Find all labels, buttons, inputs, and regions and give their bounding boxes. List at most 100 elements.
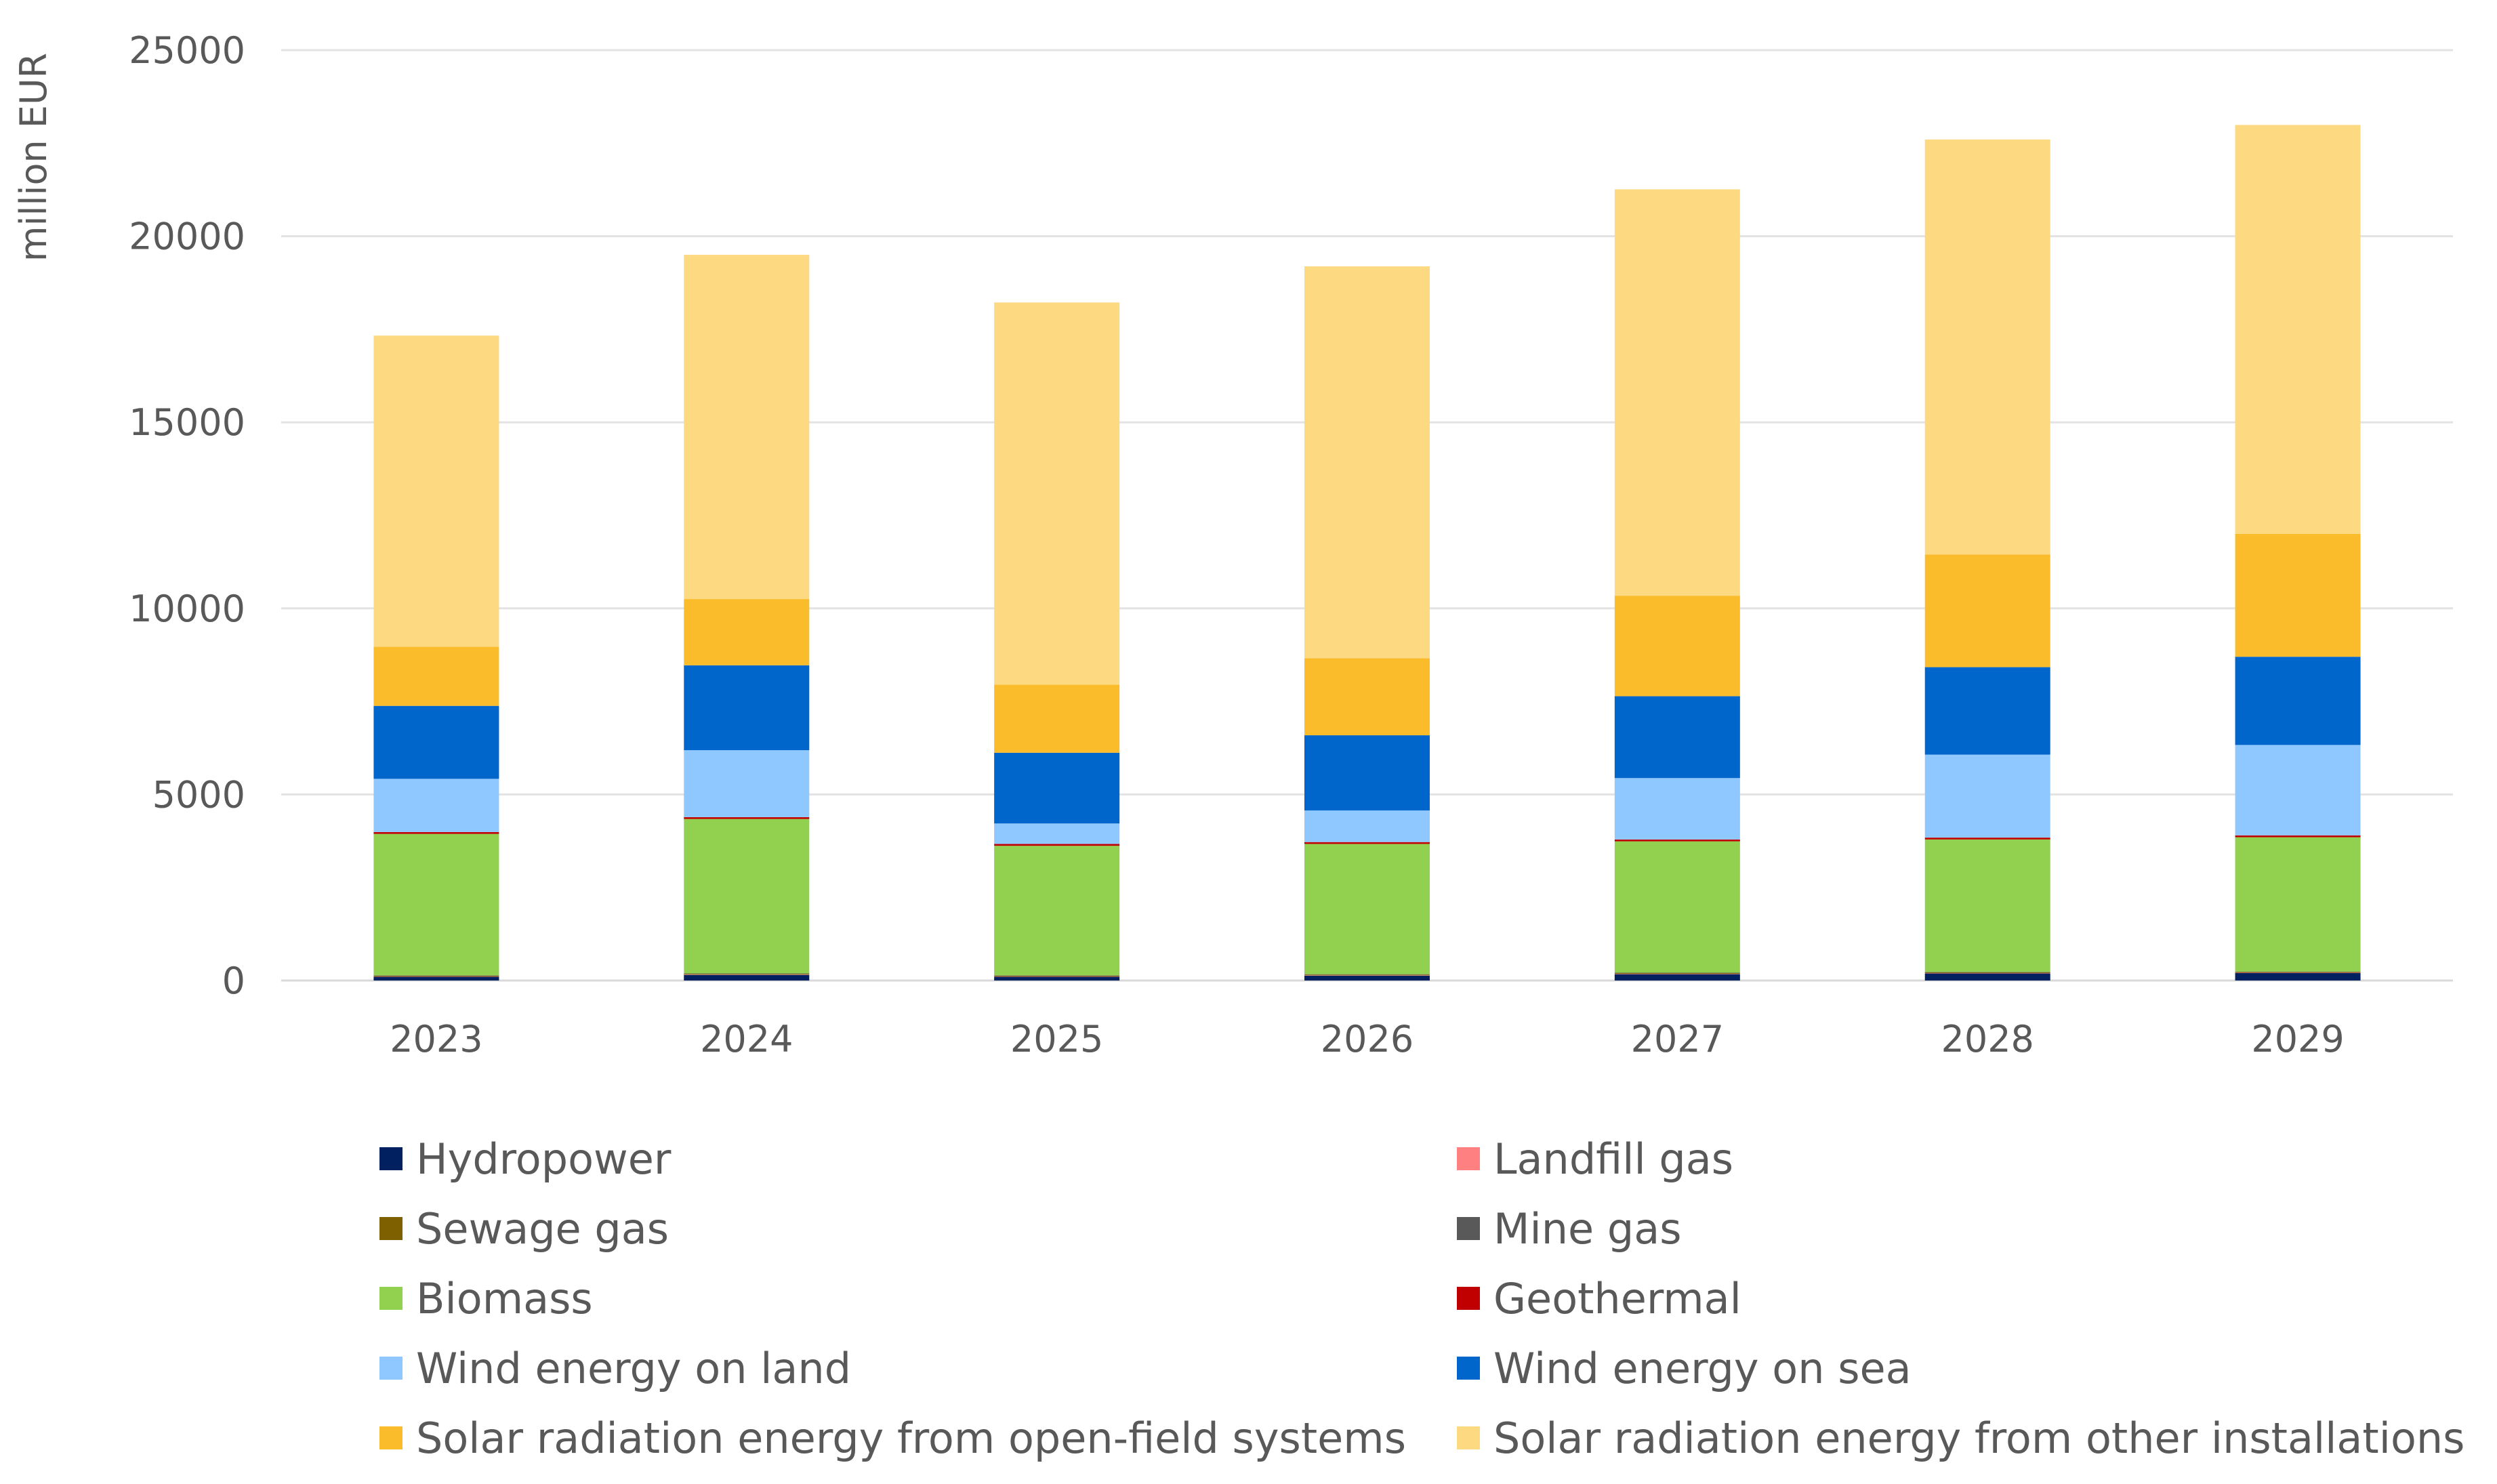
bar-segment-wind-energy-on-land-2029 [2235, 745, 2361, 836]
bar-segment-hydropower-2026 [1304, 975, 1430, 981]
bar-segment-biomass-2029 [2235, 837, 2361, 972]
bar-segment-hydropower-2029 [2235, 973, 2361, 981]
legend-swatch [1457, 1147, 1480, 1170]
x-tick-label: 2025 [1010, 1018, 1103, 1060]
legend-item: Biomass [379, 1271, 593, 1325]
bar-segment-landfill-gas-2025 [994, 976, 1120, 977]
bar-segment-solar-radiation-energy-from-open-field-systems-2024 [684, 599, 810, 665]
bar-segment-wind-energy-on-sea-2026 [1304, 735, 1430, 811]
legend-label: Solar radiation energy from other instal… [1493, 1413, 2465, 1463]
bar-segment-solar-radiation-energy-from-open-field-systems-2029 [2235, 533, 2361, 657]
legend-label: Hydropower [416, 1134, 672, 1184]
bar-segment-solar-radiation-energy-from-open-field-systems-2023 [373, 646, 499, 706]
bar-segment-wind-energy-on-sea-2029 [2235, 657, 2361, 745]
bar-segment-hydropower-2024 [684, 974, 810, 981]
bar-segment-geothermal-2027 [1614, 839, 1740, 842]
y-tick-label: 20000 [129, 215, 245, 258]
y-axis-ticks: 0 5000 10000 15000 20000 25000 [129, 29, 245, 1002]
legend: Hydropower Landfill gas Sewage gas Mine gas… [379, 1132, 2467, 1484]
bar-segment-solar-radiation-energy-from-other-installations-2028 [1924, 139, 2050, 555]
bar-segment-mine-gas-2023 [373, 975, 499, 976]
legend-label: Mine gas [1493, 1203, 1682, 1254]
bar-segment-wind-energy-on-land-2025 [994, 823, 1120, 844]
bar-segment-wind-energy-on-land-2028 [1924, 754, 2050, 838]
legend-swatch [1457, 1217, 1480, 1240]
bar-segment-solar-radiation-energy-from-other-installations-2026 [1304, 266, 1430, 659]
bar-segment-landfill-gas-2028 [1924, 973, 2050, 974]
bar-segment-landfill-gas-2024 [684, 974, 810, 975]
legend-label: Sewage gas [416, 1203, 669, 1254]
legend-label: Wind energy on land [416, 1343, 852, 1393]
legend-label: Biomass [416, 1273, 593, 1323]
x-tick-label: 2026 [1321, 1018, 1413, 1060]
bar-segment-wind-energy-on-land-2027 [1614, 778, 1740, 840]
bar-segment-geothermal-2024 [684, 817, 810, 819]
legend-swatch [379, 1147, 403, 1170]
legend-swatch [379, 1217, 403, 1240]
x-axis-ticks: 2023 2024 2025 2026 2027 2028 2029 [390, 1018, 2345, 1060]
bar-segment-mine-gas-2027 [1614, 972, 1740, 974]
bar-segment-wind-energy-on-land-2026 [1304, 810, 1430, 842]
legend-swatch [379, 1287, 403, 1310]
legend-swatch [1457, 1287, 1480, 1310]
bar-segment-hydropower-2027 [1614, 974, 1740, 981]
bar-segment-solar-radiation-energy-from-open-field-systems-2026 [1304, 658, 1430, 736]
y-tick-label: 5000 [152, 773, 245, 816]
bar-segment-mine-gas-2026 [1304, 974, 1430, 975]
bar-segment-wind-energy-on-sea-2027 [1614, 696, 1740, 779]
y-axis-label: million EUR [12, 53, 55, 262]
x-tick-label: 2024 [700, 1018, 793, 1060]
bar-segment-landfill-gas-2026 [1304, 975, 1430, 976]
bar-segment-biomass-2028 [1924, 839, 2050, 972]
y-tick-label: 25000 [129, 29, 245, 72]
legend-item: Solar radiation energy from open-field s… [379, 1411, 1406, 1465]
bar-segment-geothermal-2026 [1304, 842, 1430, 844]
y-tick-label: 15000 [129, 401, 245, 444]
bar-segment-wind-energy-on-land-2024 [684, 750, 810, 817]
bar-segment-solar-radiation-energy-from-other-installations-2023 [373, 335, 499, 647]
bar-segment-mine-gas-2025 [994, 975, 1120, 976]
bar-segment-hydropower-2025 [994, 976, 1120, 981]
legend-swatch [379, 1426, 403, 1449]
y-tick-label: 0 [222, 960, 245, 1002]
legend-item: Hydropower [379, 1132, 671, 1186]
x-tick-label: 2028 [1941, 1018, 2034, 1060]
bar-segment-solar-radiation-energy-from-open-field-systems-2025 [994, 684, 1120, 753]
bar-segment-biomass-2023 [373, 833, 499, 976]
bar-segment-landfill-gas-2029 [2235, 972, 2361, 974]
bar-segment-geothermal-2023 [373, 831, 499, 834]
x-tick-label: 2029 [2251, 1018, 2344, 1060]
legend-item: Sewage gas [379, 1201, 669, 1256]
bar-segment-wind-energy-on-sea-2023 [373, 705, 499, 779]
bar-segment-sewage-gas-2026 [1304, 974, 1430, 976]
bar-segment-solar-radiation-energy-from-open-field-systems-2028 [1924, 554, 2050, 667]
bar-segment-solar-radiation-energy-from-other-installations-2024 [684, 255, 810, 600]
legend-swatch [379, 1357, 403, 1380]
legend-label: Wind energy on sea [1493, 1343, 1912, 1393]
bar-segment-geothermal-2028 [1924, 838, 2050, 840]
bar-segment-sewage-gas-2028 [1924, 972, 2050, 974]
bar-segment-solar-radiation-energy-from-other-installations-2025 [994, 302, 1120, 685]
bar-segment-geothermal-2029 [2235, 835, 2361, 838]
bar-segment-hydropower-2028 [1924, 973, 2050, 981]
legend-swatch [1457, 1426, 1480, 1449]
legend-item: Landfill gas [1457, 1132, 1733, 1186]
bar-segment-hydropower-2023 [373, 976, 499, 981]
bar-segment-wind-energy-on-sea-2028 [1924, 667, 2050, 755]
bar-segment-solar-radiation-energy-from-other-installations-2029 [2235, 125, 2361, 534]
bar-segment-biomass-2025 [994, 846, 1120, 976]
bar-segment-wind-energy-on-sea-2025 [994, 752, 1120, 824]
bar-segment-wind-energy-on-land-2023 [373, 779, 499, 832]
legend-label: Geothermal [1493, 1273, 1741, 1323]
legend-label: Solar radiation energy from open-field s… [416, 1413, 1406, 1463]
bar-segment-solar-radiation-energy-from-other-installations-2027 [1614, 189, 1740, 596]
bar-segment-landfill-gas-2023 [373, 976, 499, 977]
y-tick-label: 10000 [129, 588, 245, 630]
legend-item: Solar radiation energy from other instal… [1457, 1411, 2464, 1465]
bar-segment-biomass-2027 [1614, 841, 1740, 973]
bar-segment-wind-energy-on-sea-2024 [684, 665, 810, 751]
bar-segment-sewage-gas-2027 [1614, 973, 1740, 974]
legend-item: Wind energy on land [379, 1341, 851, 1395]
bar-segment-solar-radiation-energy-from-open-field-systems-2027 [1614, 596, 1740, 697]
